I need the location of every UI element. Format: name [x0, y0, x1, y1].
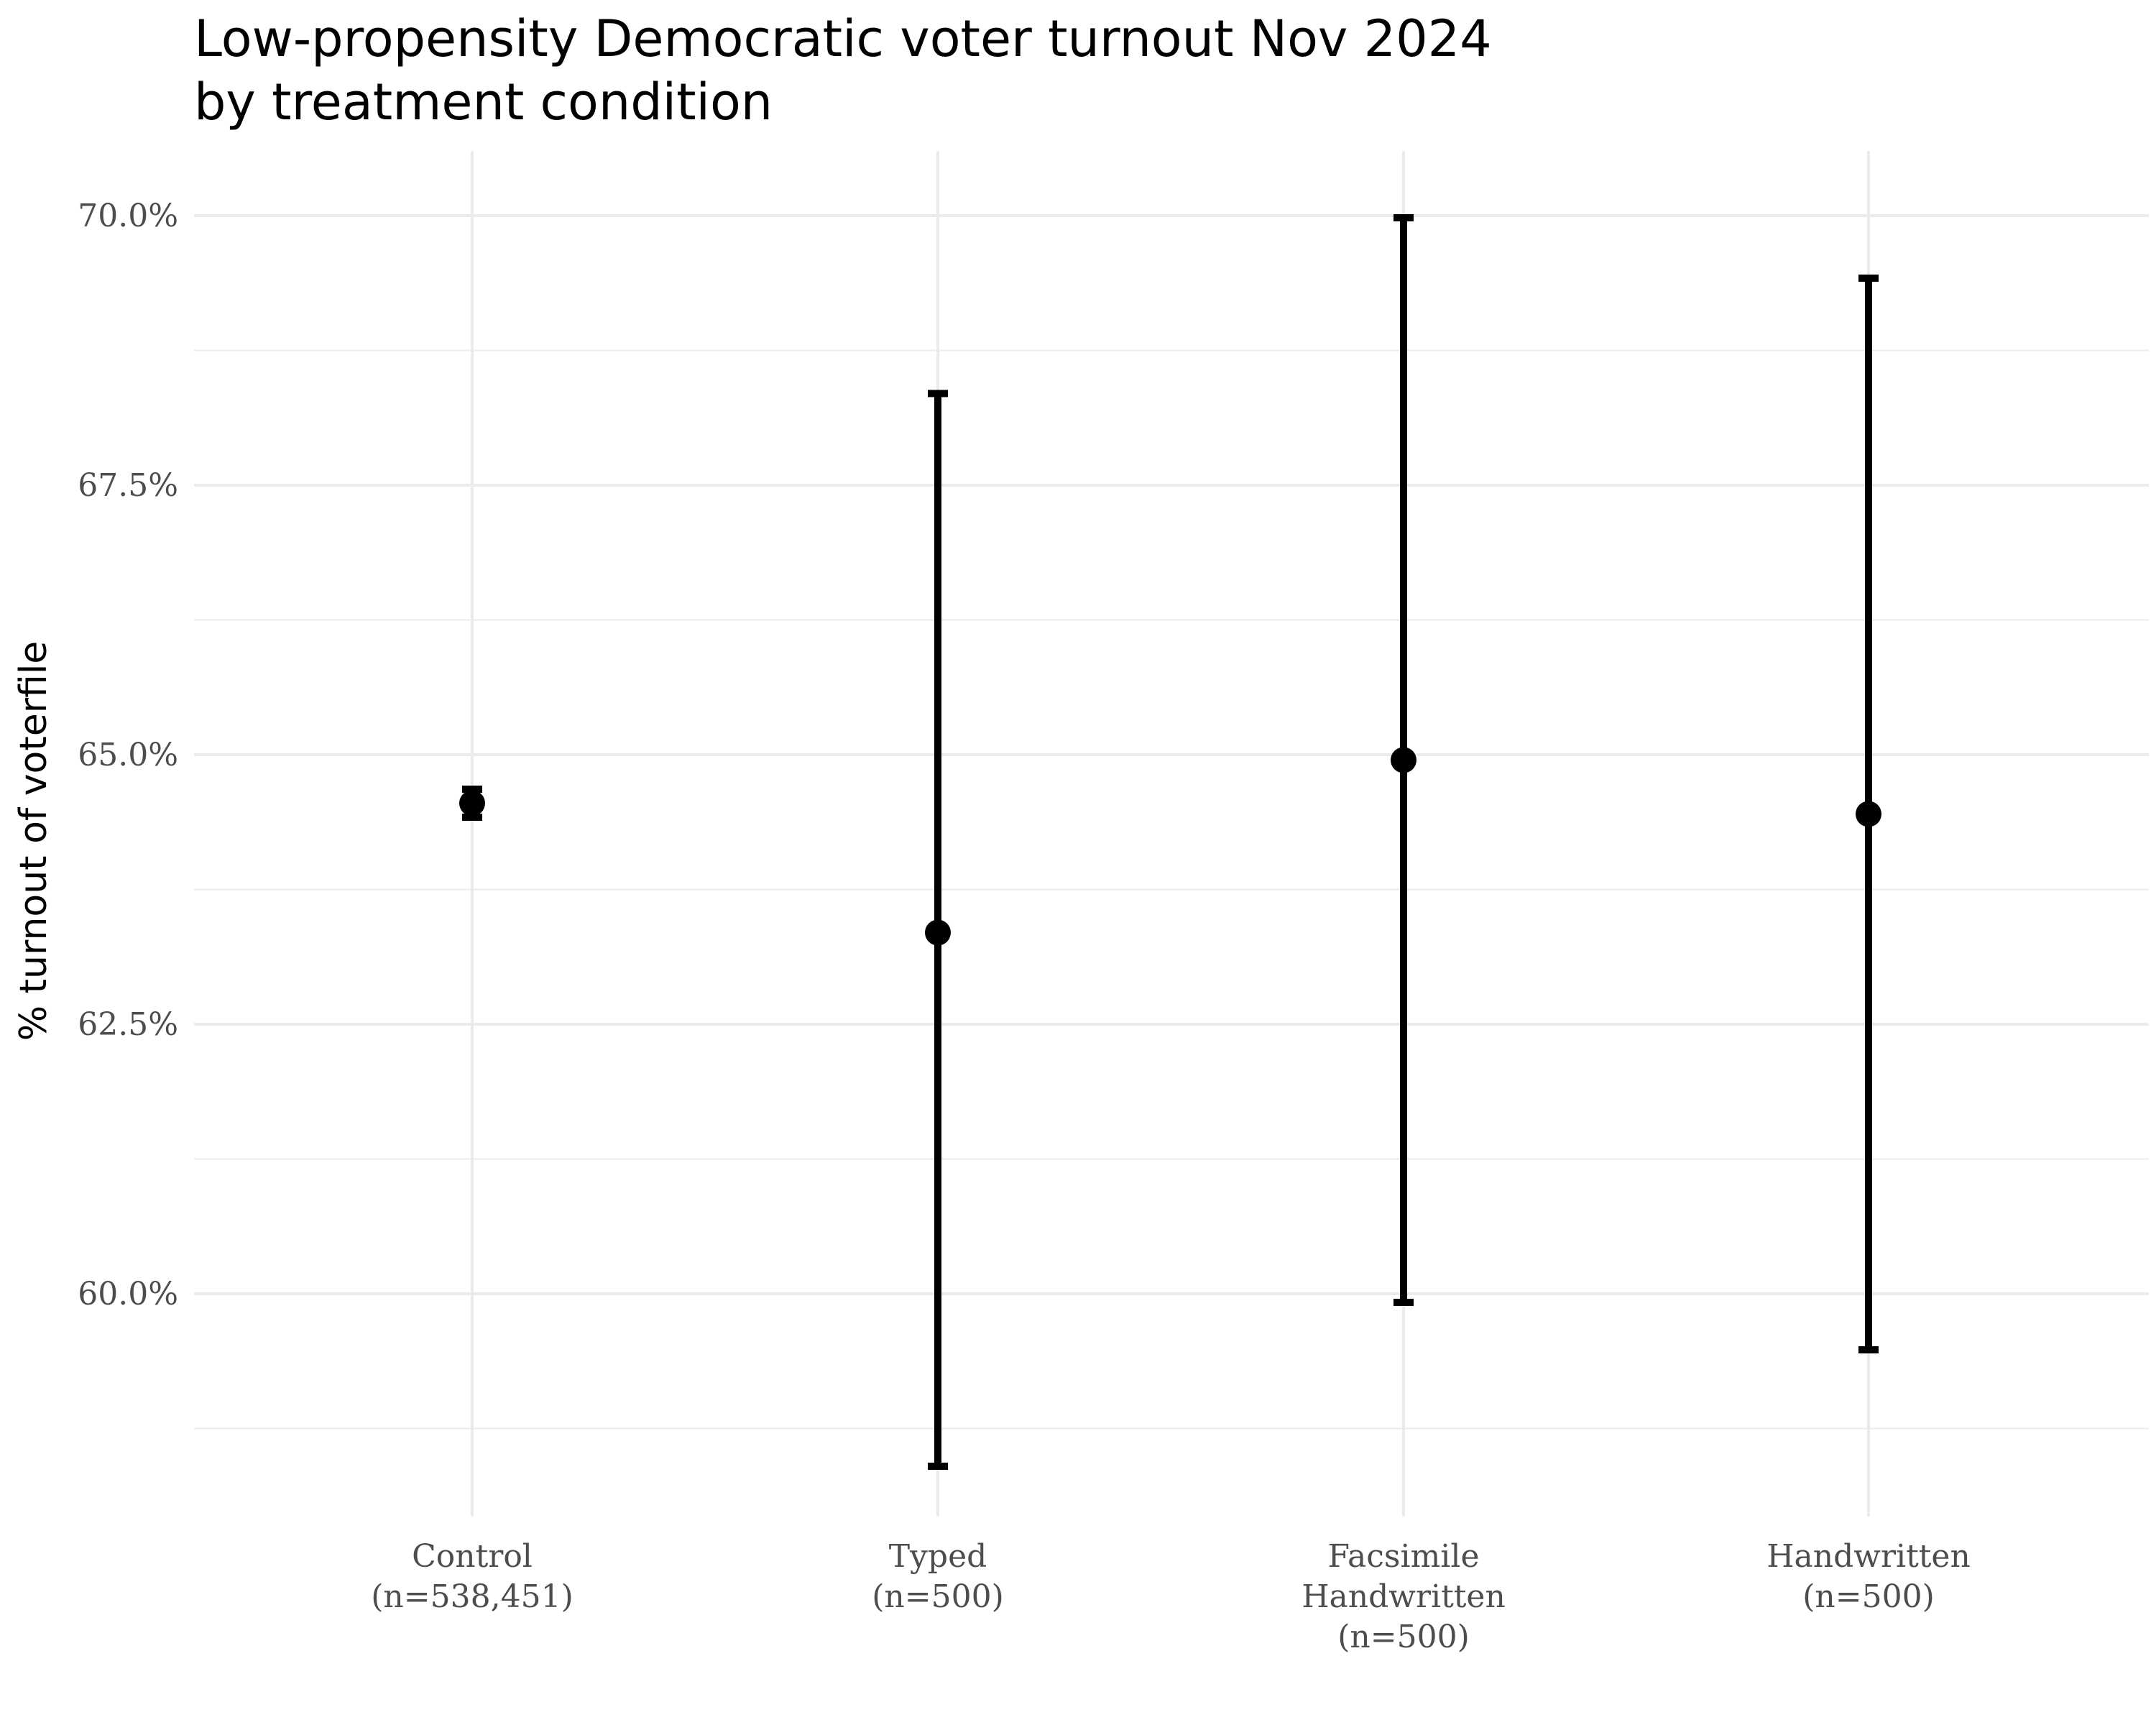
- y-tick-label: 65.0%: [78, 737, 178, 773]
- title-line-1: Low-propensity Democratic voter turnout …: [194, 9, 1492, 68]
- y-axis-ticks: 60.0% 62.5% 65.0% 67.5% 70.0%: [78, 198, 178, 1312]
- x-tick-label: Facsimile: [1328, 1538, 1480, 1575]
- y-axis-label: % turnout of voterfile: [12, 641, 55, 1041]
- x-tick-label: Handwritten: [1766, 1538, 1971, 1575]
- data-point: [1856, 801, 1881, 827]
- data-point: [459, 791, 485, 816]
- x-tick-label: (n=500): [872, 1578, 1004, 1615]
- chart-title: Low-propensity Democratic voter turnout …: [194, 9, 1492, 132]
- x-tick-label: (n=500): [1802, 1578, 1935, 1615]
- data-marks: [459, 218, 1881, 1466]
- x-tick-label: Control: [412, 1538, 533, 1575]
- x-tick-label: Handwritten: [1302, 1578, 1506, 1615]
- y-tick-label: 60.0%: [78, 1276, 178, 1312]
- data-point: [1391, 748, 1416, 773]
- x-tick-label: (n=538,451): [371, 1578, 573, 1615]
- gridlines: [194, 151, 2149, 1517]
- data-point: [925, 920, 951, 946]
- x-tick-label: (n=500): [1337, 1619, 1470, 1655]
- y-tick-label: 70.0%: [78, 198, 178, 234]
- chart: Low-propensity Democratic voter turnout …: [0, 0, 2156, 1725]
- y-tick-label: 67.5%: [78, 467, 178, 504]
- title-line-2: by treatment condition: [194, 73, 773, 132]
- y-tick-label: 62.5%: [78, 1006, 178, 1043]
- x-axis-ticks: Control(n=538,451)Typed(n=500)FacsimileH…: [371, 1538, 1971, 1655]
- x-tick-label: Typed: [889, 1538, 987, 1575]
